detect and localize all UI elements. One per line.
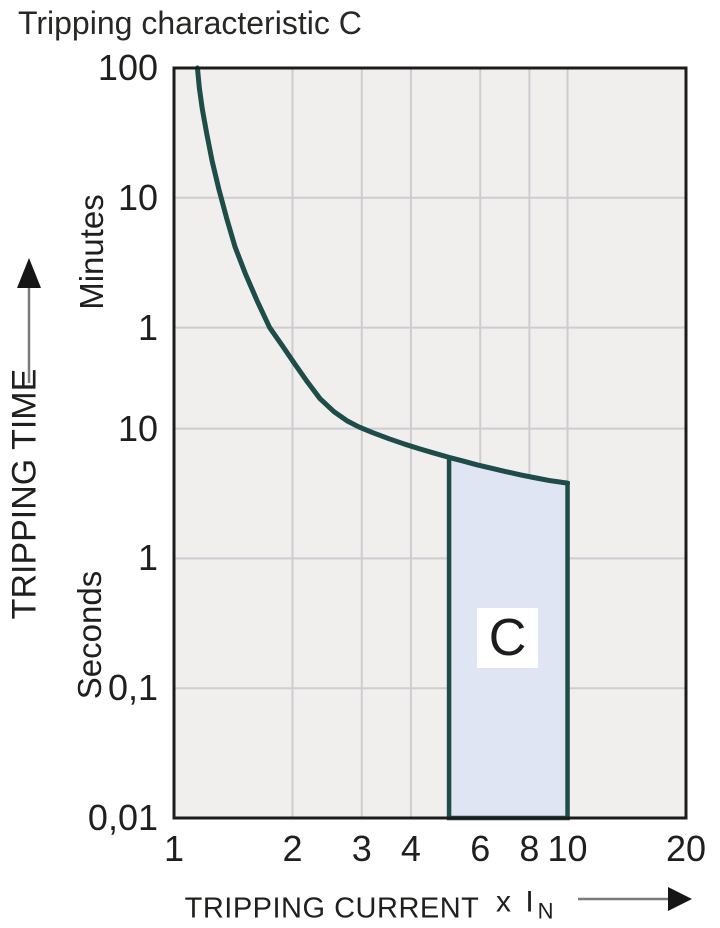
y-tick-label: 0,01 [87, 797, 158, 838]
x-tick-label: 4 [400, 828, 421, 869]
x-axis-unit-subscript: N [537, 898, 554, 924]
arrow-up-icon [17, 258, 41, 383]
x-tick-label: 8 [519, 828, 540, 869]
y-tick-label: 1 [137, 537, 158, 579]
x-tick-label: 3 [351, 828, 372, 869]
x-axis-title: TRIPPING CURRENT [184, 892, 480, 925]
plot-background [174, 68, 686, 818]
tripping-curve [194, 65, 571, 486]
x-tick-label: 20 [665, 828, 707, 869]
y-axis-tick-labels: 100 10 1 10 1 0,1 0,01 [0, 0, 158, 928]
y-tick-label: 0,1 [107, 667, 158, 709]
y-unit-minutes-label: Minutes [73, 194, 110, 310]
x-axis-unit: x IN [496, 886, 554, 925]
y-tick-label: 1 [137, 306, 158, 348]
x-tick-label: 6 [470, 828, 491, 869]
x-tick-label: 1 [163, 828, 185, 869]
y-tick-label: 10 [117, 407, 158, 449]
trip-zone-label-patch: C [477, 608, 538, 668]
y-tick-label: 100 [97, 47, 158, 88]
trip-zone-label: C [488, 609, 527, 667]
x-tick-label: 2 [282, 828, 303, 869]
y-axis-title: TRIPPING TIME [5, 368, 44, 620]
y-unit-seconds-label: Seconds [71, 570, 108, 700]
x-tick-label: 10 [547, 828, 588, 869]
arrow-right-icon [578, 887, 692, 911]
x-axis-unit-prefix: x I [496, 885, 537, 919]
chart-title: Tripping characteristic C [18, 5, 362, 41]
plot-border [172, 66, 688, 820]
y-tick-label: 10 [117, 176, 158, 218]
